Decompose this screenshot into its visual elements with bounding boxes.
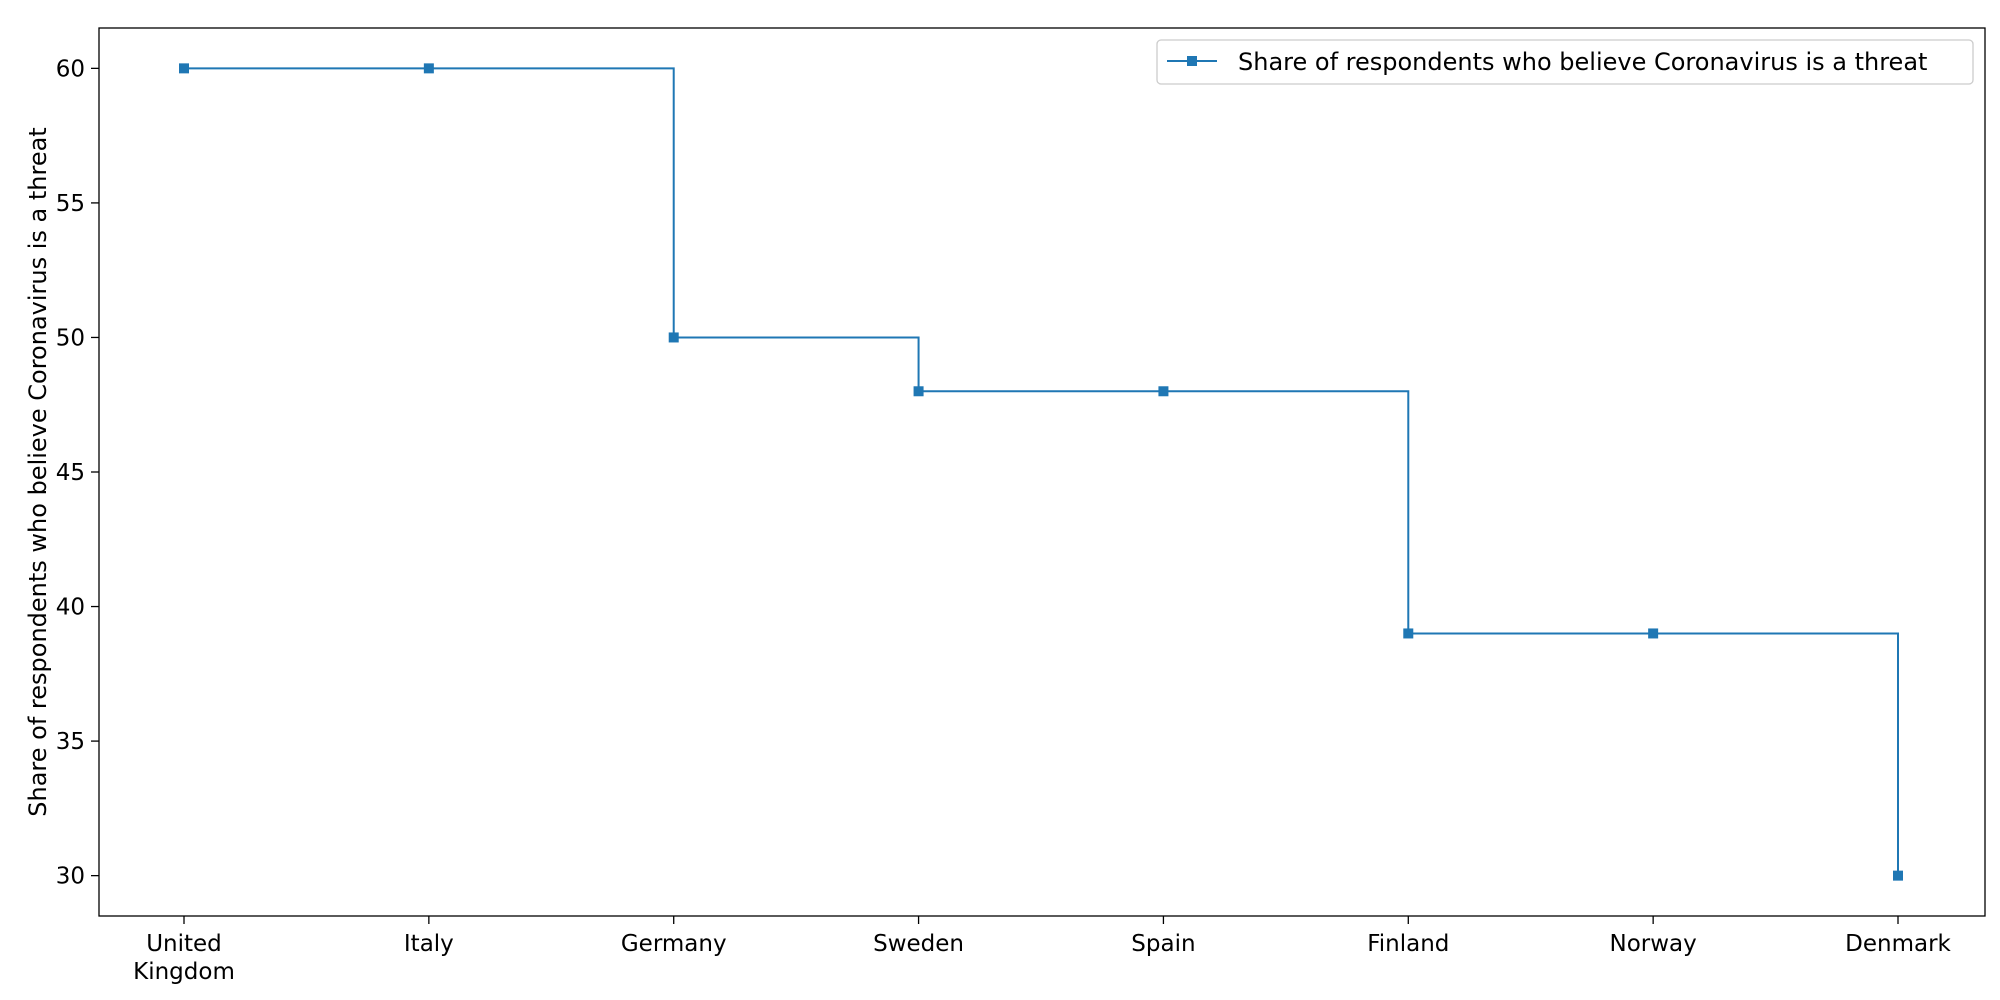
plot-area (98, 27, 1986, 917)
y-tick-label: 30 (56, 864, 85, 890)
x-axis: United Kingdom Italy Germany Sweden Spain Finl… (133, 916, 1952, 985)
y-tick-label: 50 (56, 325, 85, 351)
data-point-marker (423, 63, 434, 74)
x-tick-label: Finland (1367, 931, 1449, 957)
data-point-marker (668, 332, 679, 343)
legend-box (1156, 39, 1974, 85)
data-point-marker (1158, 386, 1169, 397)
x-tick-label: United Kingdom (133, 931, 235, 985)
series-markers (179, 63, 1903, 881)
y-tick-label: 35 (56, 729, 85, 755)
data-point-marker (1648, 628, 1659, 639)
legend-marker-swatch (1187, 56, 1197, 66)
data-point-marker (913, 386, 924, 397)
x-tick-label: Norway (1610, 931, 1697, 957)
y-tick-label: 55 (56, 191, 85, 217)
y-axis: 30 35 40 45 50 55 60 (56, 56, 99, 890)
y-tick-label: 45 (56, 460, 85, 486)
x-tick-label: Denmark (1845, 931, 1951, 957)
y-tick-label: 40 (56, 595, 85, 621)
x-tick-label: Italy (404, 931, 454, 957)
data-point-marker (179, 63, 189, 74)
y-axis-label: Share of respondents who believe Coronav… (24, 127, 52, 816)
series-line (184, 67, 1899, 876)
legend-entry: Share of respondents who believe Coronav… (1238, 48, 1927, 76)
x-tick-label: Germany (621, 931, 727, 957)
x-tick-label: Sweden (873, 931, 964, 957)
data-point-marker (1403, 628, 1414, 639)
y-tick-label: 60 (56, 56, 85, 82)
legend: Share of respondents who believe Coronav… (1156, 39, 1974, 85)
data-point-marker (1893, 870, 1903, 881)
x-tick-label: Spain (1131, 931, 1195, 957)
